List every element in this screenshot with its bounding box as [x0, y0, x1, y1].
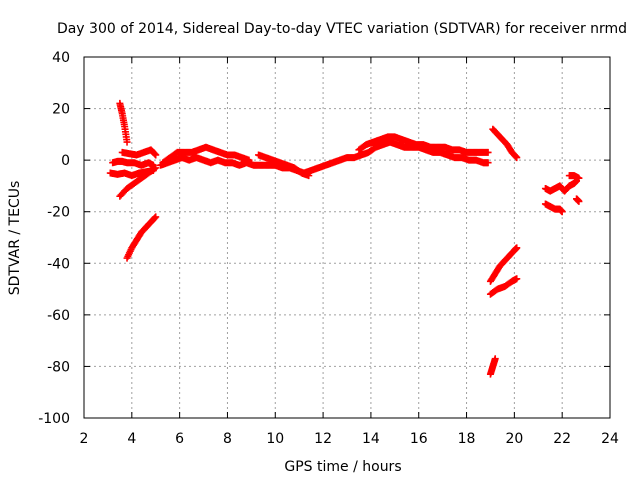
series-arc-10: [355, 133, 492, 156]
y-tick-label: -100: [38, 411, 70, 427]
data-point: [152, 164, 160, 172]
data-point: [123, 138, 131, 146]
series-arc-02: [109, 157, 157, 169]
x-tick-label: 10: [266, 431, 284, 447]
data-point: [484, 148, 492, 156]
y-tick-label: -20: [47, 205, 70, 221]
data-point: [575, 197, 583, 205]
series-arc-09: [255, 151, 313, 180]
y-tick-label: 0: [61, 153, 70, 169]
series-arc-08: [159, 143, 253, 167]
x-tick-label: 18: [458, 431, 476, 447]
data-point: [491, 355, 499, 363]
x-tick-label: 20: [505, 431, 523, 447]
x-tick-label: 4: [127, 431, 136, 447]
series-arc-13: [486, 275, 521, 298]
x-tick-label: 8: [223, 431, 232, 447]
series-arc-18: [573, 195, 583, 205]
x-tick-label: 24: [601, 431, 619, 447]
chart-title: Day 300 of 2014, Sidereal Day-to-day VTE…: [57, 21, 627, 37]
x-axis-label: GPS time / hours: [284, 459, 401, 475]
series-arc-16: [541, 200, 566, 216]
y-tick-label: 20: [52, 102, 70, 118]
data-point: [152, 151, 160, 159]
data-point: [152, 213, 160, 221]
x-tick-label: 16: [410, 431, 428, 447]
x-tick-label: 12: [314, 431, 332, 447]
y-tick-labels: 40 20 0 -20 -40 -60 -80 -100: [38, 50, 70, 427]
y-tick-label: -60: [47, 308, 70, 324]
series-arc-12: [486, 244, 521, 285]
data-point: [151, 165, 159, 173]
x-tick-label: 22: [553, 431, 571, 447]
y-tick-label: -80: [47, 359, 70, 375]
x-tick-label: 2: [80, 431, 89, 447]
series-arc-04: [118, 146, 160, 159]
series-arc-06: [123, 213, 160, 262]
series-arc-15: [541, 177, 581, 195]
data-points: [106, 99, 583, 378]
series-arc-14: [486, 355, 499, 378]
series-arc-17: [565, 172, 583, 182]
axis-ticks: [83, 56, 611, 419]
data-point: [513, 154, 521, 162]
data-point: [305, 172, 313, 180]
data-point: [558, 208, 566, 216]
grid-lines: [84, 57, 610, 418]
series-arc-05: [116, 164, 160, 200]
y-tick-label: 40: [52, 50, 70, 66]
data-point: [513, 275, 521, 283]
series-arc-11: [489, 125, 521, 162]
y-axis-label: SDTVAR / TECUs: [7, 181, 23, 296]
x-tick-label: 6: [175, 431, 184, 447]
data-point: [513, 244, 521, 252]
y-tick-label: -40: [47, 256, 70, 272]
data-point: [575, 174, 583, 182]
plot-frame: [83, 56, 611, 419]
data-point: [245, 156, 253, 164]
data-point: [484, 159, 492, 167]
series-arc-01: [116, 99, 131, 146]
x-tick-label: 14: [362, 431, 380, 447]
x-tick-labels: 2 4 6 8 10 12 14 16 18 20 22 24: [80, 431, 619, 447]
